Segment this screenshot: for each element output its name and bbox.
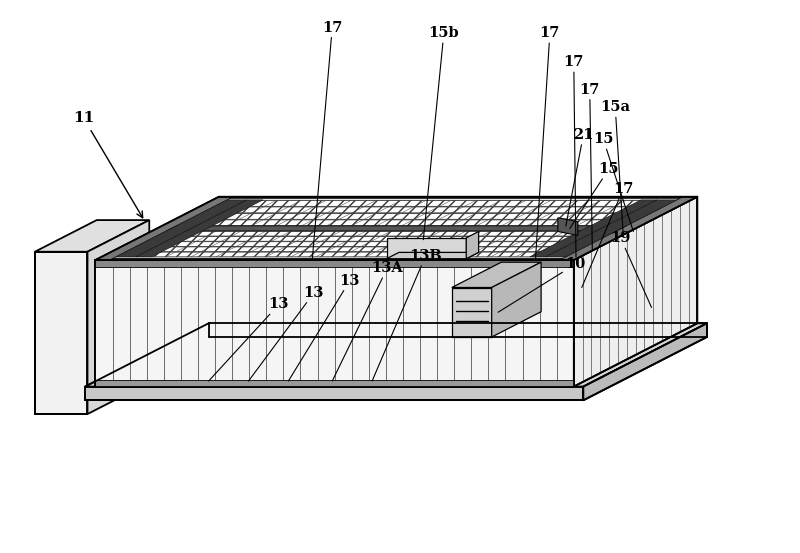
Polygon shape bbox=[126, 247, 585, 252]
Polygon shape bbox=[452, 288, 492, 337]
Polygon shape bbox=[35, 252, 87, 414]
Polygon shape bbox=[116, 252, 575, 257]
Text: 17: 17 bbox=[535, 26, 560, 259]
Polygon shape bbox=[466, 232, 478, 259]
Text: 19: 19 bbox=[610, 231, 651, 307]
Polygon shape bbox=[492, 262, 541, 337]
Polygon shape bbox=[214, 200, 676, 206]
Polygon shape bbox=[546, 200, 677, 257]
Polygon shape bbox=[87, 220, 150, 414]
Polygon shape bbox=[386, 238, 466, 259]
Text: 21: 21 bbox=[566, 128, 594, 226]
Polygon shape bbox=[559, 197, 698, 260]
Text: 15a: 15a bbox=[600, 101, 630, 234]
Polygon shape bbox=[558, 218, 578, 236]
Text: 13B: 13B bbox=[372, 249, 442, 381]
Text: 13A: 13A bbox=[332, 261, 403, 381]
Polygon shape bbox=[95, 197, 698, 260]
Polygon shape bbox=[85, 324, 707, 387]
Polygon shape bbox=[574, 197, 698, 387]
Polygon shape bbox=[146, 237, 606, 241]
Polygon shape bbox=[136, 242, 595, 247]
Text: 13: 13 bbox=[288, 274, 360, 381]
Text: 15: 15 bbox=[593, 132, 634, 232]
Polygon shape bbox=[583, 324, 707, 400]
Text: 10: 10 bbox=[498, 257, 586, 312]
Polygon shape bbox=[157, 231, 615, 236]
Polygon shape bbox=[95, 258, 577, 260]
Text: 17: 17 bbox=[579, 83, 600, 251]
Text: 17: 17 bbox=[564, 55, 584, 257]
Polygon shape bbox=[166, 226, 626, 231]
Polygon shape bbox=[530, 200, 657, 257]
Polygon shape bbox=[95, 197, 234, 260]
Text: 13: 13 bbox=[209, 298, 289, 381]
Polygon shape bbox=[386, 252, 478, 259]
Polygon shape bbox=[177, 220, 638, 226]
Polygon shape bbox=[136, 200, 263, 257]
Text: 15b: 15b bbox=[423, 26, 459, 239]
Polygon shape bbox=[95, 380, 574, 387]
Polygon shape bbox=[452, 262, 541, 288]
Text: 17: 17 bbox=[582, 182, 634, 288]
Text: 13: 13 bbox=[249, 286, 324, 381]
Polygon shape bbox=[202, 207, 663, 213]
Polygon shape bbox=[85, 387, 583, 400]
Polygon shape bbox=[95, 260, 574, 267]
Polygon shape bbox=[95, 260, 574, 387]
Polygon shape bbox=[190, 213, 650, 220]
Polygon shape bbox=[35, 220, 150, 252]
Polygon shape bbox=[216, 197, 698, 199]
Text: 11: 11 bbox=[73, 112, 142, 218]
Text: 17: 17 bbox=[312, 20, 342, 259]
Text: 15: 15 bbox=[570, 162, 619, 228]
Polygon shape bbox=[116, 200, 247, 257]
